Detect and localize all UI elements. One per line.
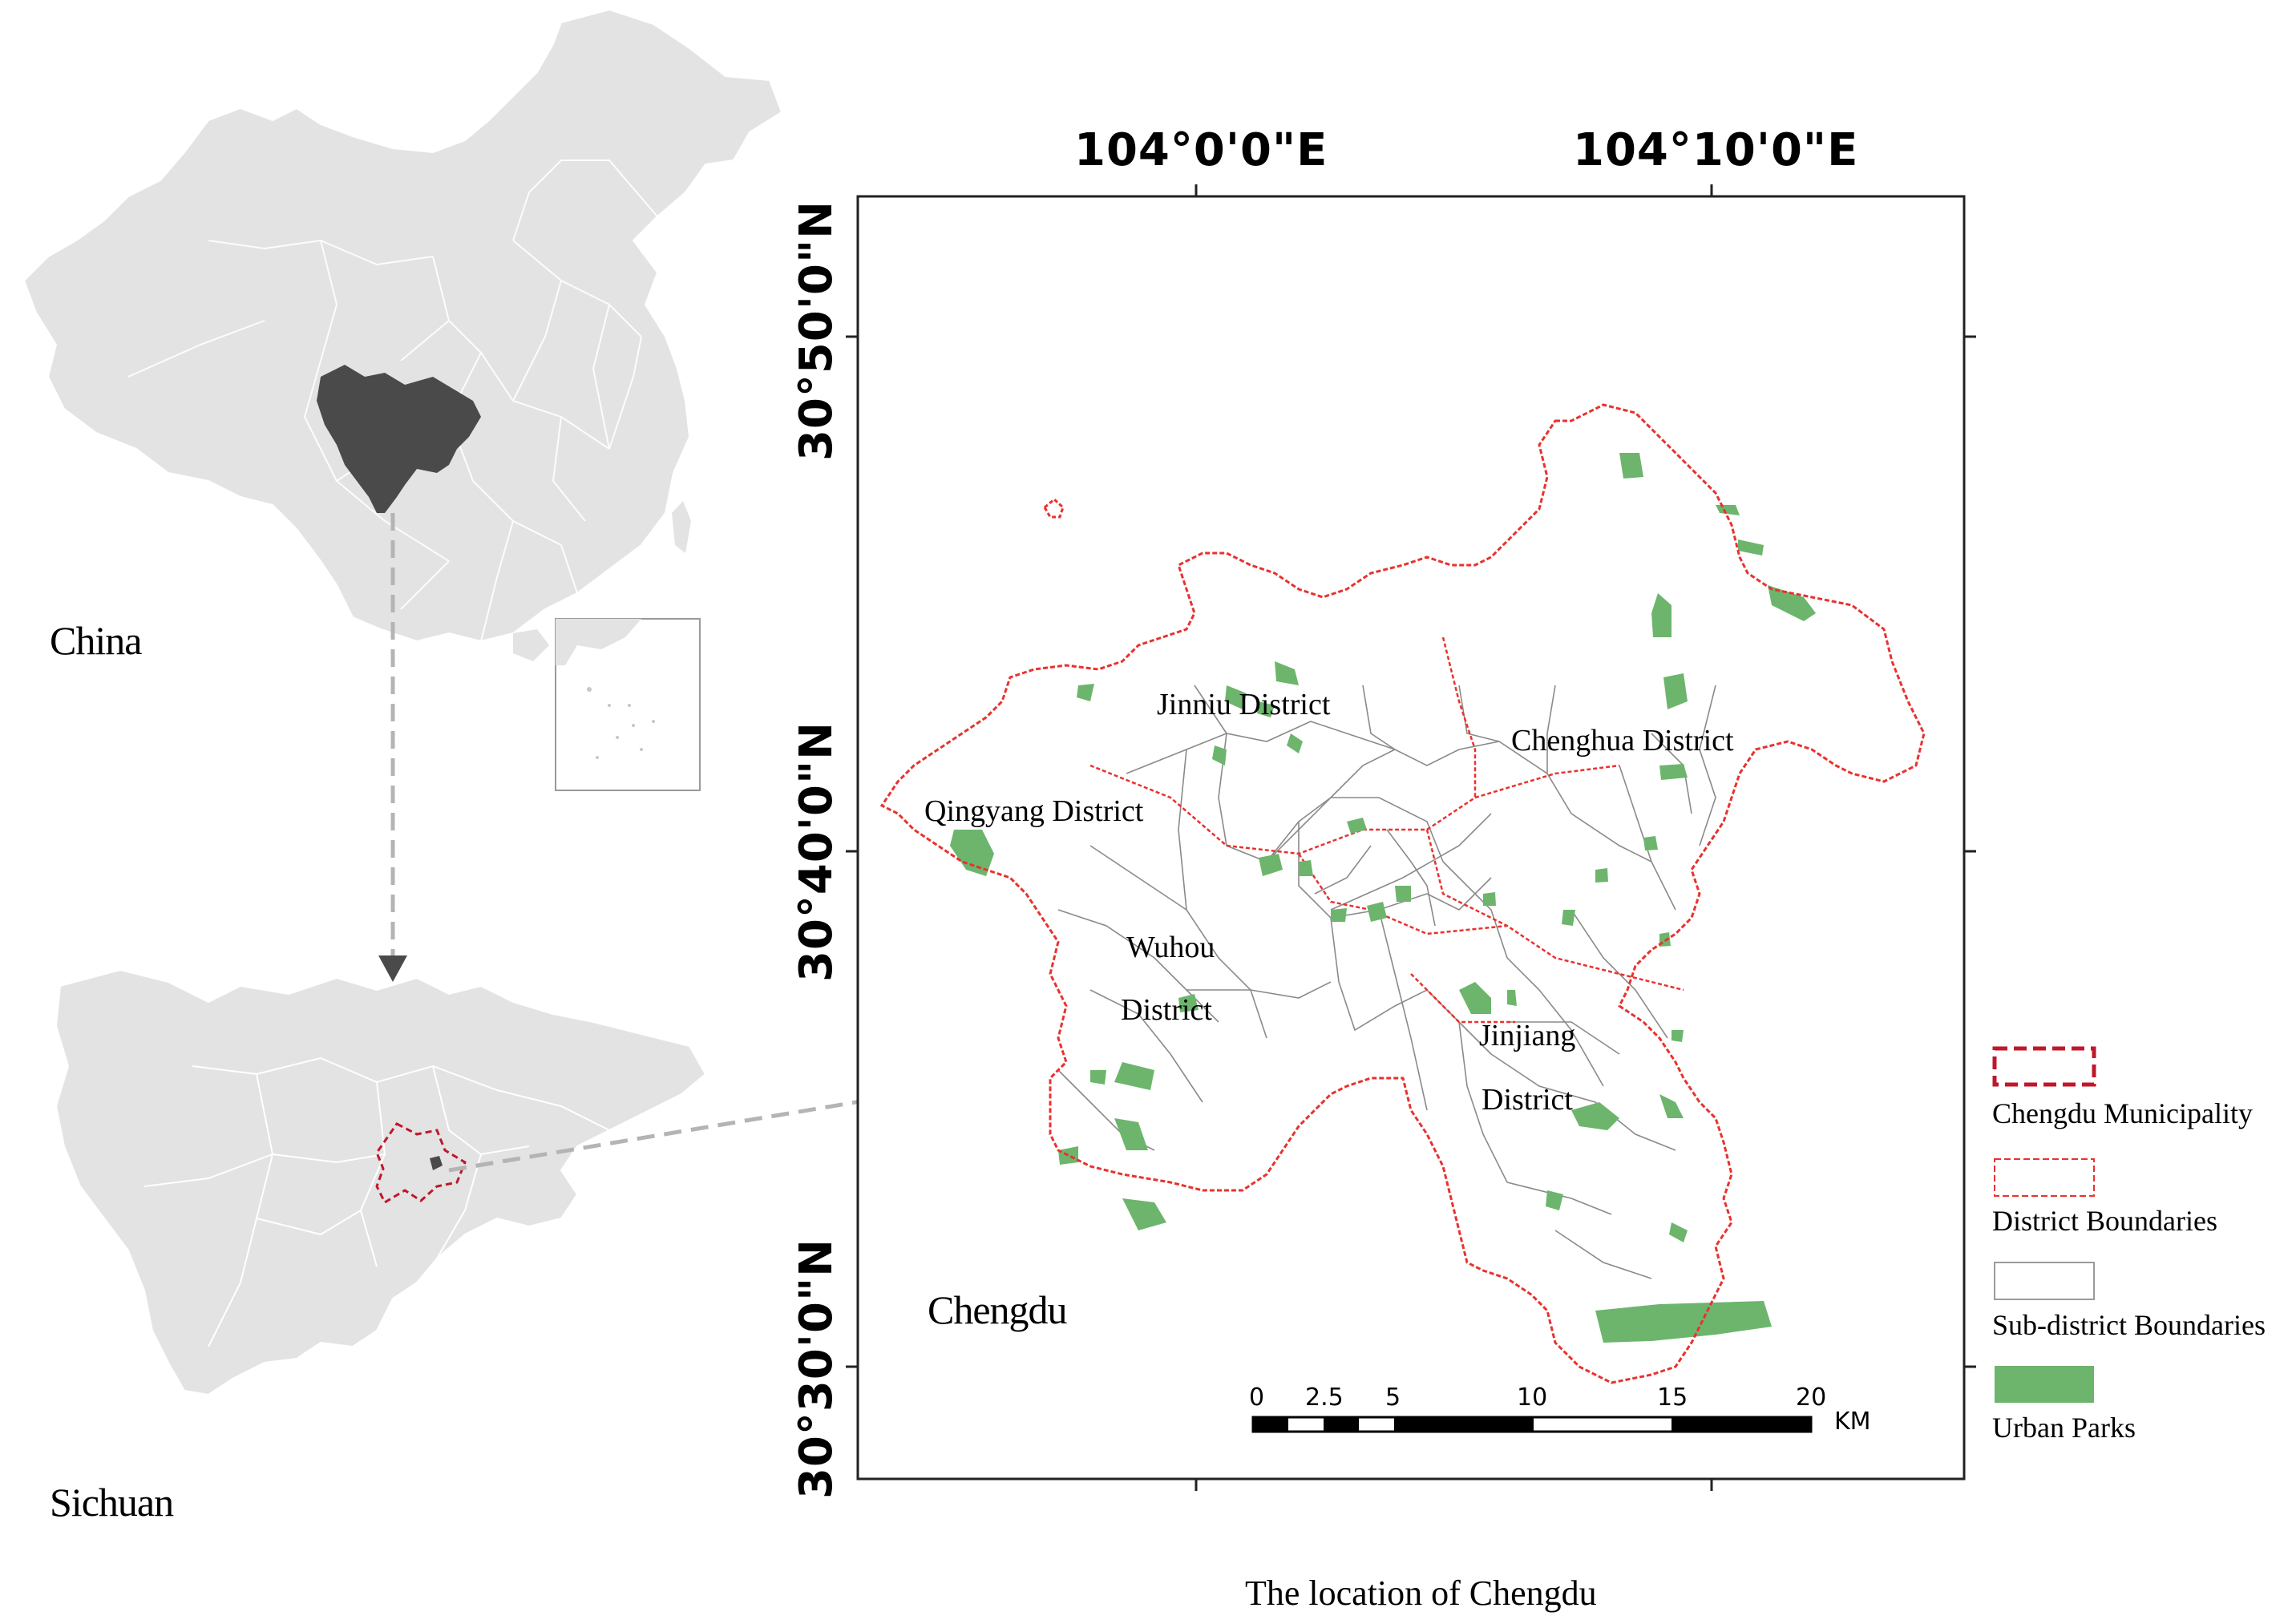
- legend-swatch-municipality: [1992, 1046, 2096, 1087]
- map-frame: [856, 195, 1966, 1481]
- arrow-head-down: [378, 955, 407, 982]
- district-label-qingyang: Qingyang District: [924, 794, 1144, 828]
- scale-tick-5: 5: [1385, 1384, 1401, 1412]
- province-boundaries: [127, 160, 658, 642]
- sichuan-highlight: [317, 365, 481, 513]
- inset-coast: [556, 619, 641, 665]
- chengdu-outer-boundary: [879, 403, 1926, 1384]
- latitude-label-30-50: 30°50'0"N: [790, 200, 843, 461]
- chengdu-label: Chengdu: [928, 1287, 1068, 1332]
- china-landmass: [22, 8, 783, 643]
- legend-label-district: District Boundaries: [1992, 1205, 2217, 1237]
- graticule-ticks: [846, 184, 1976, 1491]
- figure-caption: The location of Chengdu: [1245, 1574, 1597, 1613]
- scale-tick-2-5: 2.5: [1305, 1384, 1344, 1412]
- longitude-label-104-10: 104°10'0"E: [1573, 124, 1859, 176]
- scale-unit: KM: [1834, 1408, 1871, 1436]
- district-label-chenghua: Chenghua District: [1511, 724, 1734, 757]
- latitude-label-30-40: 30°40'0"N: [790, 721, 843, 982]
- scale-tick-0: 0: [1249, 1384, 1265, 1412]
- detached-territory: [1043, 498, 1065, 519]
- legend-swatch-parks: [1995, 1366, 2094, 1403]
- scale-tick-10: 10: [1517, 1384, 1548, 1412]
- district-label-wuhou-2: District: [1121, 993, 1212, 1027]
- scale-tick-15: 15: [1657, 1384, 1688, 1412]
- district-label-jinjiang-1: Jinjiang: [1479, 1019, 1576, 1052]
- legend-label-municipality: Chengdu Municipality: [1992, 1097, 2253, 1129]
- sichuan-landmass: [55, 968, 707, 1396]
- scale-tick-20: 20: [1796, 1384, 1827, 1412]
- legend-swatch-subdistrict: [1994, 1262, 2095, 1300]
- legend-swatches: [1992, 1046, 2096, 1403]
- latitude-label-30-30: 30°30'0"N: [790, 1238, 843, 1499]
- inset-islands: [587, 687, 655, 759]
- china-map: [22, 8, 783, 791]
- china-label: China: [50, 618, 142, 663]
- district-label-jinniu: Jinniu District: [1157, 688, 1331, 721]
- legend-label-subdistrict: Sub-district Boundaries: [1992, 1309, 2266, 1341]
- district-label-wuhou-1: Wuhou: [1126, 931, 1215, 964]
- legend-label-parks: Urban Parks: [1992, 1412, 2136, 1444]
- prefecture-boundaries: [144, 1056, 610, 1347]
- chengdu-municipality-outline: [375, 1122, 467, 1205]
- scale-bar: [1251, 1416, 1813, 1433]
- hainan-island: [513, 629, 549, 661]
- longitude-label-104-0: 104°0'0"E: [1074, 124, 1328, 176]
- chengdu-city-dot: [430, 1156, 443, 1170]
- sichuan-label: Sichuan: [50, 1480, 174, 1525]
- district-label-jinjiang-2: District: [1482, 1083, 1573, 1117]
- south-china-sea-inset: [555, 618, 701, 791]
- legend-swatch-district: [1994, 1158, 2095, 1197]
- chengdu-map: [846, 184, 1976, 1491]
- sichuan-map: [55, 968, 707, 1396]
- taiwan-island: [672, 501, 691, 553]
- urban-parks: [950, 453, 1816, 1343]
